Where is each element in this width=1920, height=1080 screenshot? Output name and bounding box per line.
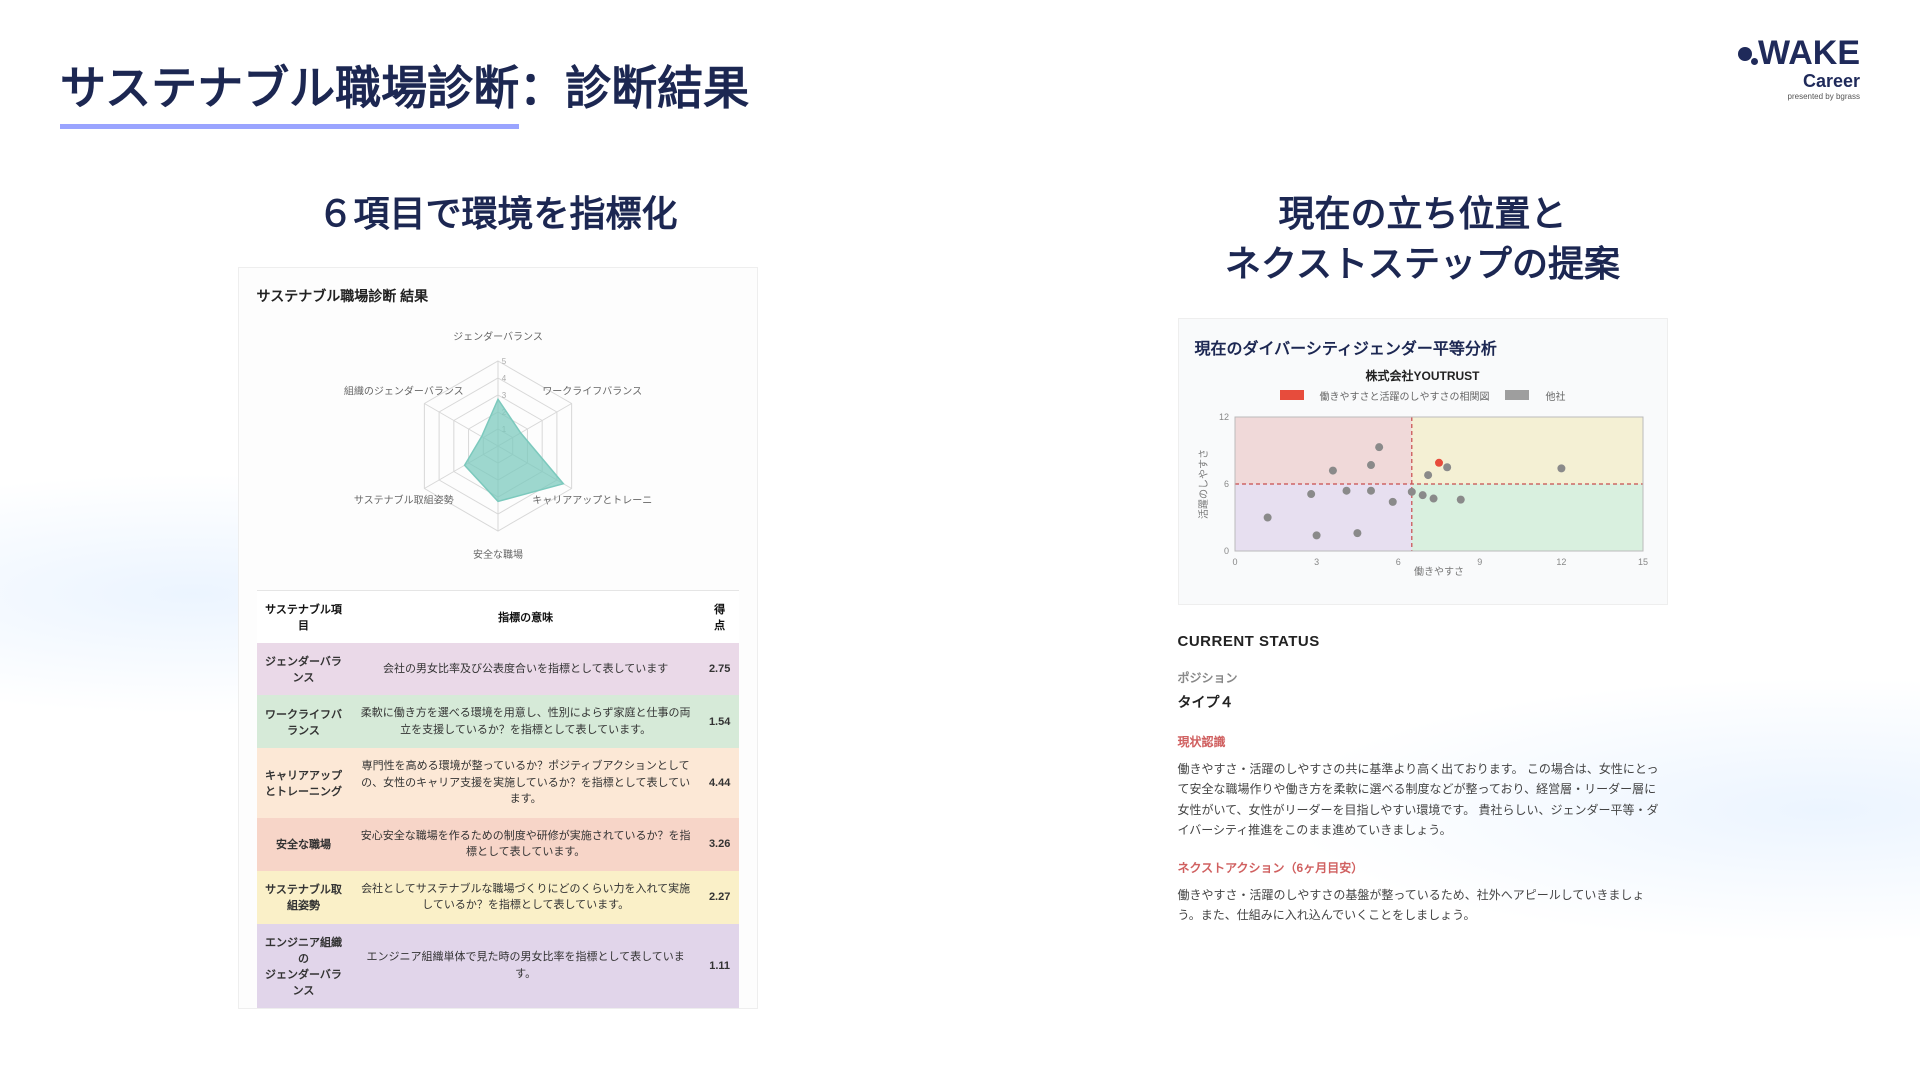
left-heading: ６項目で環境を指標化 xyxy=(100,189,895,239)
svg-text:0: 0 xyxy=(1232,557,1237,567)
scatter-chart: 0 3 6 9 12 15 0 6 12 働きやすさ 活躍のしやすさ xyxy=(1195,409,1653,579)
svg-text:9: 9 xyxy=(1477,557,1482,567)
svg-text:15: 15 xyxy=(1637,557,1647,567)
table-header: 得点 xyxy=(701,591,739,644)
svg-text:3: 3 xyxy=(501,391,506,400)
radar-title: サステナブル職場診断 結果 xyxy=(257,286,739,306)
table-row: エンジニア組織の ジェンダーバランスエンジニア組織単体で見た時の男女比率を指標と… xyxy=(257,924,739,1008)
recog-label: 現状認識 xyxy=(1178,732,1668,752)
svg-text:キャリアアップとトレーニ: キャリアアップとトレーニ xyxy=(532,495,652,507)
logo-sub: Career xyxy=(1738,72,1860,91)
scatter-title: 現在のダイバーシティジェンダー平等分析 xyxy=(1195,335,1651,359)
table-header: サステナブル項目 xyxy=(257,591,351,644)
recog-body: 働きやすさ・活躍のしやすさの共に基準より高く出ております。 この場合は、女性にと… xyxy=(1178,759,1668,841)
status-heading: CURRENT STATUS xyxy=(1178,629,1668,655)
left-column: ６項目で環境を指標化 サステナブル職場診断 結果 12345ジェンダーバランスワ… xyxy=(100,189,895,1009)
logo-text: WAKE xyxy=(1758,36,1860,72)
svg-text:安全な職場: 安全な職場 xyxy=(473,548,523,561)
table-row: キャリアアップとトレーニング専門性を高める環境が整っているか？ポジティブアクショ… xyxy=(257,748,739,818)
svg-text:活躍のしやすさ: 活躍のしやすさ xyxy=(1198,449,1210,519)
position-value: タイプ４ xyxy=(1178,691,1668,715)
page-title: サステナブル職場診断 ：診断結果 xyxy=(60,52,1860,129)
svg-text:6: 6 xyxy=(1223,479,1228,489)
svg-text:組織のジェンダーバランス: 組織のジェンダーバランス xyxy=(343,385,463,398)
legend-b-label: 他社 xyxy=(1545,388,1565,403)
scatter-card: 現在のダイバーシティジェンダー平等分析 株式会社YOUTRUST 働きやすさと活… xyxy=(1178,318,1668,605)
table-row: サステナブル取組姿勢会社としてサステナブルな職場づくりにどのくらい力を入れて実施… xyxy=(257,871,739,924)
table-row: ジェンダーバランス会社の男女比率及び公表度合いを指標として表しています2.75 xyxy=(257,643,739,695)
svg-text:0: 0 xyxy=(1223,546,1228,556)
svg-text:3: 3 xyxy=(1314,557,1319,567)
radar-chart: 12345ジェンダーバランスワークライフバランスキャリアアップとトレーニ安全な職… xyxy=(258,316,738,576)
radar-card: サステナブル職場診断 結果 12345ジェンダーバランスワークライフバランスキャ… xyxy=(238,267,758,1009)
svg-text:6: 6 xyxy=(1395,557,1400,567)
right-column: 現在の立ち位置と ネクストステップの提案 現在のダイバーシティジェンダー平等分析… xyxy=(1025,189,1820,1009)
brand-logo: WAKE Career presented by bgrass xyxy=(1738,36,1860,101)
scatter-legend: 働きやすさと活躍のしやすさの相関図 他社 xyxy=(1195,388,1651,403)
next-body: 働きやすさ・活躍のしやすさの基盤が整っているため、社外へアピールしていきましょう… xyxy=(1178,885,1668,926)
title-rest: ：診断結果 xyxy=(519,52,749,124)
svg-text:サステナブル取組姿勢: サステナブル取組姿勢 xyxy=(353,494,453,507)
svg-text:ワークライフバランス: ワークライフバランス xyxy=(542,386,642,398)
right-heading: 現在の立ち位置と ネクストステップの提案 xyxy=(1025,189,1820,290)
svg-text:12: 12 xyxy=(1556,557,1566,567)
svg-text:ジェンダーバランス: ジェンダーバランス xyxy=(453,331,543,344)
next-label: ネクストアクション（6ヶ月目安） xyxy=(1178,858,1668,878)
position-label: ポジション xyxy=(1178,668,1668,688)
logo-tiny: presented by bgrass xyxy=(1738,93,1860,101)
title-highlight: サステナブル職場診断 xyxy=(60,52,519,129)
legend-a-label: 働きやすさと活躍のしやすさの相関図 xyxy=(1320,388,1490,403)
status-block: CURRENT STATUS ポジション タイプ４ 現状認識 働きやすさ・活躍の… xyxy=(1178,629,1668,926)
svg-text:働きやすさ: 働きやすさ xyxy=(1414,565,1464,578)
metrics-table: サステナブル項目指標の意味得点 ジェンダーバランス会社の男女比率及び公表度合いを… xyxy=(257,590,739,1008)
scatter-subtitle: 株式会社YOUTRUST xyxy=(1195,367,1651,384)
table-header: 指標の意味 xyxy=(350,591,700,644)
table-row: 安全な職場安心安全な職場を作るための制度や研修が実施されているか？を指標として表… xyxy=(257,818,739,871)
table-row: ワークライフバランス柔軟に働き方を選べる環境を用意し、性別によらず家庭と仕事の両… xyxy=(257,695,739,748)
svg-text:12: 12 xyxy=(1218,412,1228,422)
svg-text:4: 4 xyxy=(501,374,506,383)
svg-text:5: 5 xyxy=(501,357,506,366)
